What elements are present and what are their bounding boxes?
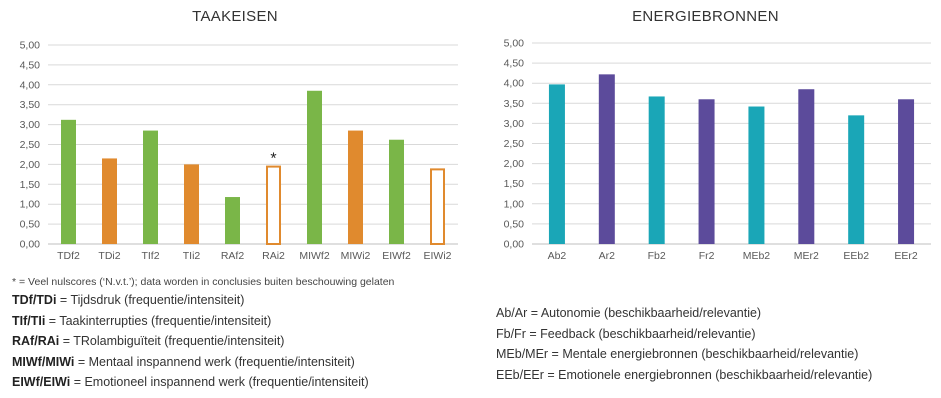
y-tick-label: 1,00 — [20, 199, 41, 211]
y-tick-label: 2,00 — [504, 158, 525, 170]
legend-description: = Mentaal inspannend werk (frequentie/in… — [74, 354, 355, 369]
x-category-label: Fb2 — [648, 250, 666, 262]
y-tick-label: 0,00 — [504, 239, 525, 251]
x-category-label: MEr2 — [794, 250, 819, 262]
bar-Fr2 — [698, 99, 715, 244]
y-tick-label: 4,50 — [20, 59, 41, 71]
legend-description: = Emotioneel inspannend werk (frequentie… — [70, 375, 369, 389]
x-category-label: EIWi2 — [423, 250, 451, 262]
x-category-label: Ab2 — [548, 250, 567, 262]
x-category-label: EIWf2 — [382, 250, 411, 262]
x-category-label: MIWf2 — [299, 250, 329, 262]
legend-row: EEb/EEr = Emotionele energiebronnen (bes… — [496, 367, 873, 382]
y-tick-label: 0,50 — [20, 219, 41, 231]
legend-description: = Taakinterrupties (frequentie/intensite… — [45, 313, 272, 328]
bar-EIWi2 — [430, 168, 445, 246]
taakeisen-legend: TDf/TDi = Tijdsdruk (frequentie/intensit… — [12, 290, 369, 393]
y-tick-label: 5,00 — [20, 40, 41, 52]
x-category-label: TDi2 — [98, 250, 120, 262]
y-tick-label: 4,50 — [504, 58, 525, 70]
y-tick-label: 4,00 — [504, 78, 525, 90]
legend-row: TDf/TDi = Tijdsdruk (frequentie/intensit… — [12, 290, 369, 311]
annotation-asterisk: * — [270, 151, 276, 168]
x-category-label: RAf2 — [221, 250, 245, 262]
legend-code: EIWf/EIWi — [12, 375, 71, 389]
chart-title: ENERGIEBRONNEN — [632, 8, 779, 25]
bar-TDf2 — [61, 119, 76, 244]
legend-code: MIWf/MIWi — [12, 354, 75, 369]
taakeisen-plot: 0,00 0,50 1,00 1,50 2,00 2,50 3,00 3,50 4,00 4,50… — [20, 40, 458, 262]
chart-title: TAAKEISEN — [192, 8, 278, 25]
energiebronnen-chart: ENERGIEBRONNEN 0,00 0,50 1,00 1,50 2,00 2,50 3… — [470, 0, 941, 270]
x-category-label: Fr2 — [699, 250, 715, 262]
y-tick-label: 3,50 — [20, 99, 41, 111]
y-tick-label: 2,50 — [20, 139, 41, 151]
x-category-label: RAi2 — [262, 250, 285, 262]
y-tick-label: 3,00 — [20, 119, 41, 131]
legend-description: = Tijdsdruk (frequentie/intensiteit) — [56, 293, 245, 307]
legend-code: TIf/TIi — [12, 313, 46, 328]
bar-MEb2 — [748, 106, 765, 245]
y-tick-label: 5,00 — [504, 38, 525, 50]
taakeisen-chart: TAAKEISEN 0,00 0,50 1,00 1,50 2,00 2,50 3,00 3,… — [0, 0, 470, 270]
y-tick-label: 3,00 — [504, 118, 525, 130]
legend-row: EIWf/EIWi = Emotioneel inspannend werk (… — [12, 372, 369, 393]
x-category-label: MEb2 — [743, 250, 771, 262]
y-tick-label: 0,50 — [504, 218, 525, 230]
y-tick-label: 1,50 — [20, 179, 41, 191]
y-tick-label: 2,00 — [20, 159, 41, 171]
bar-TIf2 — [143, 130, 158, 244]
legend-row: TIf/TIi = Taakinterrupties (frequentie/i… — [12, 311, 369, 332]
footnote: * = Veel nulscores (‘N.v.t.’); data word… — [12, 276, 395, 288]
legend-description: = TRolambiguïteit (frequentie/intensitei… — [59, 334, 285, 348]
x-category-label: EEr2 — [894, 250, 918, 262]
bar-MEr2 — [798, 89, 815, 244]
legend-row: Fb/Fr = Feedback (beschikbaarheid/releva… — [496, 326, 756, 341]
x-category-label: MIWi2 — [341, 250, 371, 262]
x-category-label: EEb2 — [843, 250, 869, 262]
x-category-label: Ar2 — [599, 250, 616, 262]
energiebronnen-plot: 0,00 0,50 1,00 1,50 2,00 2,50 3,00 3,50 4,00 4,50… — [504, 38, 931, 262]
x-category-label: TIf2 — [141, 250, 159, 262]
bar-RAi2 — [266, 165, 281, 245]
bar-Ab2 — [548, 84, 565, 244]
bar-MIWf2 — [307, 90, 322, 245]
energiebronnen-legend: Ab/Ar = Autonomie (beschikbaarheid/relev… — [496, 303, 872, 385]
bar-RAf2 — [225, 197, 240, 244]
legend-row: MIWf/MIWi = Mentaal inspannend werk (fre… — [12, 352, 369, 373]
bar-Fb2 — [648, 96, 665, 244]
x-category-label: TIi2 — [183, 250, 201, 262]
legend-code: RAf/RAi — [12, 334, 60, 348]
y-tick-label: 3,50 — [504, 98, 525, 110]
y-tick-label: 4,00 — [20, 79, 41, 91]
y-tick-label: 0,00 — [20, 239, 41, 251]
legend-row: MEb/MEr = Mentale energiebronnen (beschi… — [496, 347, 859, 361]
legend-code: TDf/TDi — [12, 293, 57, 307]
bar-TIi2 — [184, 164, 199, 244]
legend-row: Ab/Ar = Autonomie (beschikbaarheid/relev… — [496, 306, 762, 320]
y-tick-label: 1,50 — [504, 178, 525, 190]
bar-EEb2 — [848, 115, 865, 244]
y-tick-label: 1,00 — [504, 198, 525, 210]
bar-MIWi2 — [348, 130, 363, 244]
y-tick-label: 2,50 — [504, 138, 525, 150]
legend-row: RAf/RAi = TRolambiguïteit (frequentie/in… — [12, 331, 369, 352]
x-category-label: TDf2 — [57, 250, 80, 262]
bar-EIWf2 — [389, 139, 404, 244]
bar-TDi2 — [102, 158, 117, 244]
bar-EEr2 — [898, 99, 915, 244]
bar-Ar2 — [598, 74, 615, 244]
